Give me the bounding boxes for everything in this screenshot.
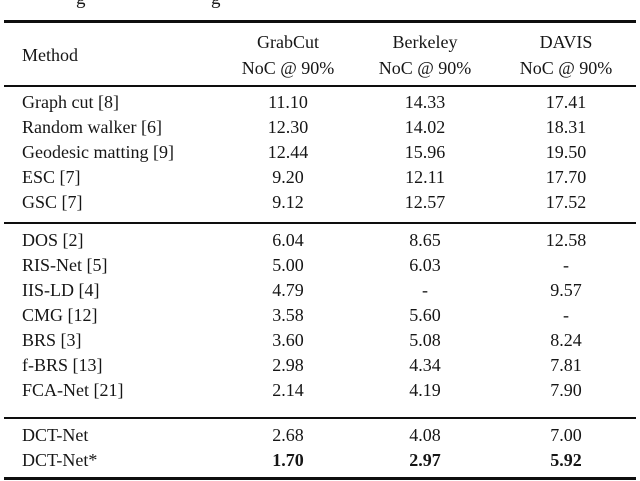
method-cell: DCT-Net* (22, 450, 98, 470)
value-cell: 9.20 (272, 167, 304, 187)
value-cell: 5.92 (550, 450, 582, 470)
value-cell: 2.98 (272, 355, 304, 375)
value-cell: 2.68 (272, 425, 304, 445)
table-row: FCA-Net [21] 2.14 4.19 7.90 (0, 378, 640, 403)
table-row: ESC [7] 9.20 12.11 17.70 (0, 165, 640, 190)
group-separator-rule (4, 417, 636, 419)
value-cell: 1.70 (272, 450, 304, 470)
value-cell: - (422, 280, 428, 300)
value-cell: 12.57 (404, 192, 446, 212)
value-cell: - (563, 255, 569, 275)
method-cell: CMG [12] (22, 305, 98, 325)
value-cell: 4.79 (272, 280, 304, 300)
table-row: GSC [7] 9.12 12.57 17.52 (0, 190, 640, 215)
method-cell: Geodesic matting [9] (22, 142, 174, 162)
value-cell: 12.58 (545, 230, 587, 250)
column-header-grabcut: GrabCut (257, 32, 319, 52)
value-cell: 17.41 (545, 92, 587, 112)
table-row: DCT-Net* 1.70 2.97 5.92 (0, 448, 640, 473)
method-cell: DOS [2] (22, 230, 84, 250)
method-cell: f-BRS [13] (22, 355, 103, 375)
table-row: Graph cut [8] 11.10 14.33 17.41 (0, 90, 640, 115)
method-cell: GSC [7] (22, 192, 83, 212)
value-cell: 6.03 (409, 255, 441, 275)
table-row: DOS [2] 6.04 8.65 12.58 (0, 228, 640, 253)
value-cell: 14.02 (404, 117, 446, 137)
value-cell: 7.81 (550, 355, 582, 375)
value-cell: 12.11 (405, 167, 445, 187)
value-cell: 4.08 (409, 425, 441, 445)
column-metric-davis: NoC @ 90% (519, 58, 613, 78)
method-cell: ESC [7] (22, 167, 81, 187)
value-cell: 5.00 (272, 255, 304, 275)
table-row: IIS-LD [4] 4.79 - 9.57 (0, 278, 640, 303)
column-metric-berkeley: NoC @ 90% (378, 58, 472, 78)
value-cell: - (563, 305, 569, 325)
value-cell: 9.12 (272, 192, 304, 212)
table-top-rule (4, 20, 636, 23)
value-cell: 12.44 (267, 142, 309, 162)
value-cell: 6.04 (272, 230, 304, 250)
method-cell: FCA-Net [21] (22, 380, 124, 400)
value-cell: 8.65 (409, 230, 441, 250)
value-cell: 9.57 (550, 280, 582, 300)
table-group-3: DCT-Net 2.68 4.08 7.00 DCT-Net* 1.70 2.97 5.92 (0, 423, 640, 473)
value-cell: 7.90 (550, 380, 582, 400)
cropped-caption-fragment: g g (0, 0, 640, 9)
column-header-berkeley: Berkeley (392, 32, 458, 52)
value-cell: 4.19 (409, 380, 441, 400)
table-row: RIS-Net [5] 5.00 6.03 - (0, 253, 640, 278)
caption-descender-glyph: g (76, 0, 86, 9)
table-row: Random walker [6] 12.30 14.02 18.31 (0, 115, 640, 140)
value-cell: 7.00 (550, 425, 582, 445)
table-row: f-BRS [13] 2.98 4.34 7.81 (0, 353, 640, 378)
table-bottom-rule (4, 477, 636, 480)
value-cell: 2.97 (409, 450, 441, 470)
value-cell: 4.34 (409, 355, 441, 375)
method-cell: Random walker [6] (22, 117, 162, 137)
header-separator-rule (4, 85, 636, 87)
table-row: Geodesic matting [9] 12.44 15.96 19.50 (0, 140, 640, 165)
value-cell: 3.58 (272, 305, 304, 325)
value-cell: 14.33 (404, 92, 446, 112)
method-cell: RIS-Net [5] (22, 255, 108, 275)
value-cell: 17.70 (545, 167, 587, 187)
value-cell: 5.08 (409, 330, 441, 350)
column-header-davis: DAVIS (539, 32, 593, 52)
method-cell: BRS [3] (22, 330, 82, 350)
table-group-1: Graph cut [8] 11.10 14.33 17.41 Random walke… (0, 90, 640, 215)
table-header: Method GrabCut Berkeley DAVIS NoC @ 90% … (0, 29, 640, 81)
table-row: DCT-Net 2.68 4.08 7.00 (0, 423, 640, 448)
value-cell: 15.96 (404, 142, 446, 162)
method-cell: DCT-Net (22, 425, 89, 445)
value-cell: 8.24 (550, 330, 582, 350)
value-cell: 2.14 (272, 380, 304, 400)
group-separator-rule (4, 222, 636, 224)
value-cell: 18.31 (545, 117, 587, 137)
table-group-2: DOS [2] 6.04 8.65 12.58 RIS-Net [5] 5.00 6.03 -… (0, 228, 640, 403)
value-cell: 12.30 (267, 117, 309, 137)
value-cell: 17.52 (545, 192, 587, 212)
value-cell: 19.50 (545, 142, 587, 162)
table-row: BRS [3] 3.60 5.08 8.24 (0, 328, 640, 353)
table-row: CMG [12] 3.58 5.60 - (0, 303, 640, 328)
value-cell: 3.60 (272, 330, 304, 350)
value-cell: 11.10 (268, 92, 308, 112)
caption-descender-glyph: g (211, 0, 221, 9)
method-cell: Graph cut [8] (22, 92, 119, 112)
value-cell: 5.60 (409, 305, 441, 325)
column-metric-grabcut: NoC @ 90% (241, 58, 335, 78)
method-cell: IIS-LD [4] (22, 280, 100, 300)
column-header-method: Method (22, 44, 78, 65)
